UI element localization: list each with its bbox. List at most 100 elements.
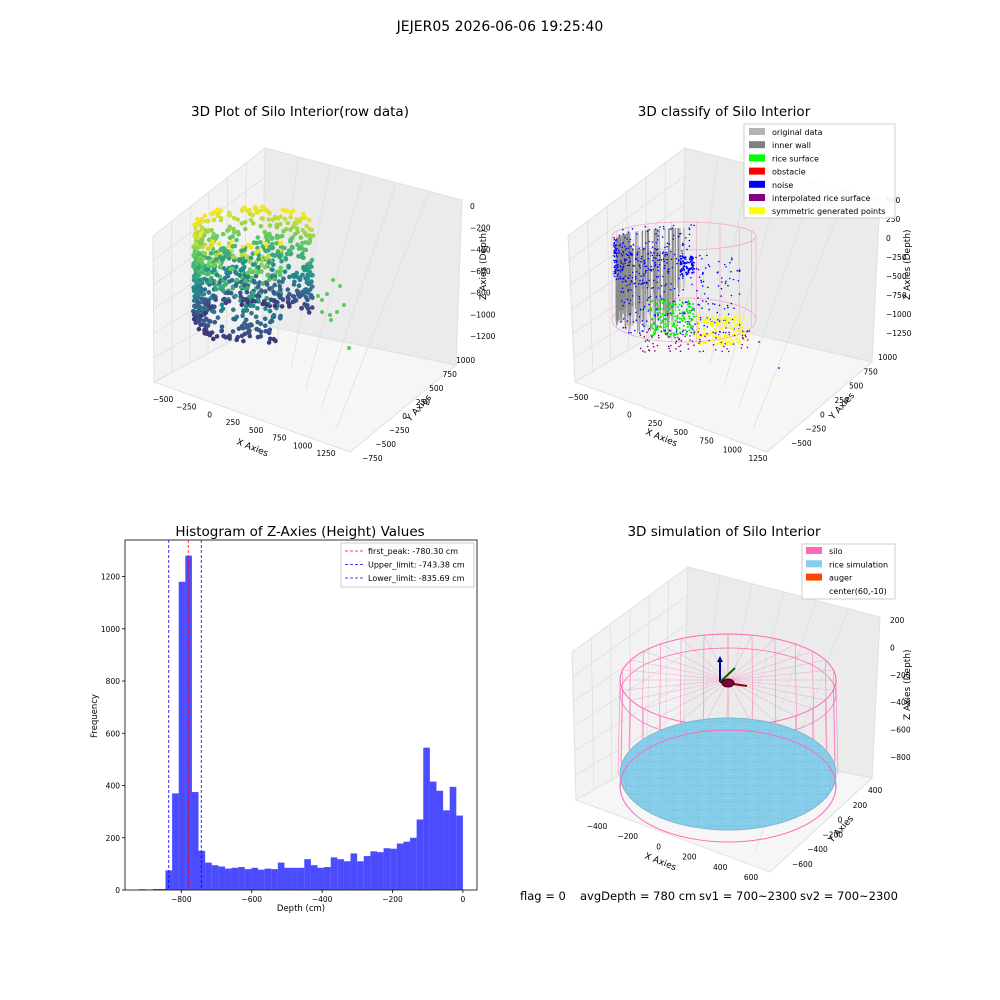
raw-point (225, 290, 231, 296)
raw-point (310, 233, 316, 238)
silo-roof-wire (703, 679, 729, 725)
grid-line (320, 182, 397, 410)
noise-point (625, 258, 627, 261)
interpolated-point (666, 333, 668, 336)
noise-point (703, 293, 706, 295)
raw-point (266, 330, 272, 336)
noise-point (656, 254, 658, 257)
raw-point (222, 296, 227, 302)
noise-point (613, 275, 616, 278)
raw-point (267, 286, 272, 291)
rice-surface-point (666, 306, 669, 309)
raw-point (305, 290, 311, 296)
grid-line (572, 595, 688, 677)
rice-surface-point (666, 322, 669, 325)
noise-point (620, 290, 622, 293)
hist-bar (231, 867, 239, 890)
raw-point (197, 278, 203, 283)
symmetric-point (703, 318, 706, 322)
interpolated-point (748, 330, 751, 332)
raw-point (226, 251, 232, 256)
noise-point (684, 261, 686, 264)
noise-point (680, 263, 683, 266)
noise-point (617, 269, 620, 272)
interpolated-point (682, 329, 685, 331)
noise-point (616, 255, 618, 258)
rice-surface-point (678, 309, 681, 311)
noise-point (640, 261, 642, 263)
noise-point (685, 271, 688, 274)
raw-point (248, 217, 254, 223)
noise-point (688, 239, 691, 242)
raw-point (262, 316, 268, 322)
raw-point (267, 211, 272, 216)
raw-point (195, 285, 200, 290)
noise-point (631, 295, 634, 297)
symmetric-point (697, 318, 700, 321)
raw-point (204, 331, 210, 337)
silo-wire (812, 651, 815, 740)
classify-x-ticks: −500 −250 0 250 500 750 1000 1250 (568, 393, 768, 463)
raw-outlier-point (331, 278, 335, 282)
raw-point (272, 282, 278, 288)
noise-point (657, 266, 659, 269)
noise-point (729, 261, 731, 264)
raw-point (238, 290, 243, 296)
raw-point (288, 210, 294, 215)
tick-label: 200 (890, 616, 905, 625)
rice-surface-point (674, 325, 677, 328)
noise-point (666, 258, 668, 261)
raw-point (219, 308, 224, 314)
raw-point (268, 336, 273, 342)
hist-bar (403, 841, 411, 890)
noise-point (657, 313, 659, 316)
noise-point (617, 277, 620, 280)
noise-point (615, 249, 618, 251)
raw-point (200, 261, 205, 267)
raw-point (300, 240, 305, 246)
noise-point (722, 331, 725, 334)
noise-point (661, 252, 664, 254)
noise-point (700, 279, 702, 282)
rice-surface-point (692, 303, 695, 305)
noise-point (685, 265, 688, 268)
legend-swatch (749, 154, 765, 162)
hist-bar (211, 865, 219, 890)
noise-point (731, 258, 733, 261)
noise-point (690, 258, 693, 261)
noise-point (637, 282, 640, 285)
noise-point (651, 241, 654, 243)
raw-point (208, 251, 214, 256)
noise-point (702, 272, 704, 275)
symmetric-point (729, 337, 732, 340)
tick-label: −400 (470, 245, 491, 254)
interpolated-point (687, 348, 690, 350)
raw-point (272, 303, 278, 309)
symmetric-point (735, 314, 738, 317)
rice-surface-point (679, 331, 682, 334)
noise-point (658, 263, 661, 266)
raw-point (237, 258, 242, 263)
noise-point (616, 259, 618, 262)
raw-point (301, 247, 307, 253)
raw-point (286, 296, 291, 302)
symmetric-point (721, 343, 725, 346)
noise-point (658, 259, 661, 261)
symmetric-point (711, 325, 714, 328)
hist-bar (370, 851, 377, 890)
raw-point (269, 241, 275, 247)
interpolated-point (678, 345, 680, 348)
raw-point (285, 287, 291, 292)
grid-line (305, 173, 364, 389)
rice-surface-point (688, 320, 691, 323)
noise-point (636, 254, 639, 256)
raw-point (263, 241, 269, 247)
rice-surface-point (691, 318, 694, 321)
tick-label: −200 (617, 832, 638, 841)
hist-bar (218, 866, 225, 890)
noise-point (646, 230, 649, 233)
tick-label: −750 (886, 291, 907, 300)
raw-point (267, 223, 273, 228)
noise-point (686, 331, 688, 333)
rice-surface-point (688, 322, 691, 325)
